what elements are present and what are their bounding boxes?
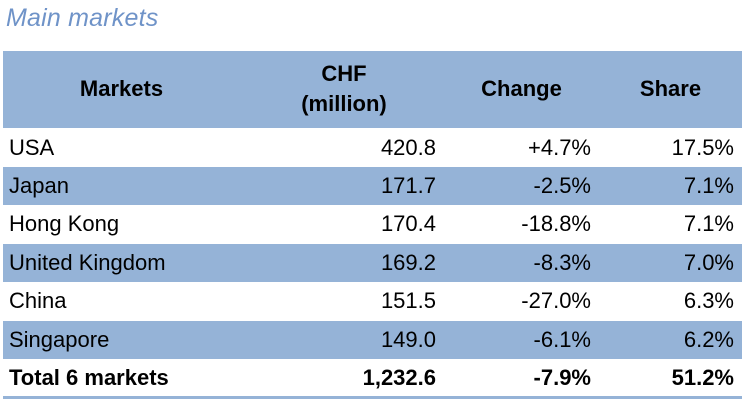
cell-share: 7.1%: [683, 211, 734, 237]
cell-chf: 420.8: [380, 134, 436, 160]
cell-market: China: [9, 288, 67, 314]
table-row: Japan 171.7 -2.5% 7.1%: [3, 166, 742, 205]
table-body: USA 420.8 +4.7% 17.5% Japan 171.7 -2.5% …: [3, 128, 742, 399]
table-row: United Kingdom 169.2 -8.3% 7.0%: [3, 243, 742, 282]
cell-market: Singapore: [3, 320, 240, 359]
cell-share: 17.5%: [671, 134, 734, 160]
header-share: Share: [599, 51, 742, 129]
total-share: 51.2%: [599, 359, 742, 399]
table-row: China 151.5 -27.0% 6.3%: [3, 282, 742, 321]
total-chf: 1,232.6: [240, 359, 444, 399]
cell-market: United Kingdom: [3, 243, 240, 282]
cell-chf: 169.2: [240, 243, 444, 282]
cell-change: -18.8%: [521, 211, 591, 237]
cell-market: Japan: [3, 166, 240, 205]
cell-change: -27.0%: [521, 288, 591, 314]
cell-market: Hong Kong: [9, 211, 120, 237]
cell-change: -6.1%: [444, 320, 599, 359]
table-header: Markets CHF (million) Change Share: [3, 51, 742, 129]
header-change: Change: [444, 51, 599, 129]
header-chf: CHF (million): [240, 51, 444, 129]
cell-share: 7.0%: [599, 243, 742, 282]
total-change: -7.9%: [444, 359, 599, 399]
table-row: Singapore 149.0 -6.1% 6.2%: [3, 320, 742, 359]
cell-chf: 149.0: [240, 320, 444, 359]
total-label: Total 6 markets: [3, 359, 240, 399]
total-row: Total 6 markets 1,232.6 -7.9% 51.2%: [3, 359, 742, 399]
cell-chf: 151.5: [380, 288, 436, 314]
cell-chf: 171.7: [240, 166, 444, 205]
cell-market: USA: [9, 134, 55, 160]
cell-share: 7.1%: [599, 166, 742, 205]
cell-chf: 170.4: [380, 211, 436, 237]
header-row: Markets CHF (million) Change Share: [3, 51, 742, 129]
header-chf-scale: (million): [301, 91, 387, 117]
cell-change: -8.3%: [444, 243, 599, 282]
table-row: Hong Kong 170.4 -18.8% 7.1%: [3, 205, 742, 244]
cell-change: -2.5%: [444, 166, 599, 205]
cell-change: +4.7%: [528, 134, 591, 160]
page-title: Main markets: [6, 4, 159, 32]
table-row: USA 420.8 +4.7% 17.5%: [3, 128, 742, 167]
header-chf-unit: CHF: [321, 61, 367, 87]
header-markets: Markets: [3, 51, 240, 129]
cell-share: 6.3%: [683, 288, 734, 314]
markets-table: Markets CHF (million) Change Share USA 4…: [3, 51, 742, 399]
cell-share: 6.2%: [599, 320, 742, 359]
